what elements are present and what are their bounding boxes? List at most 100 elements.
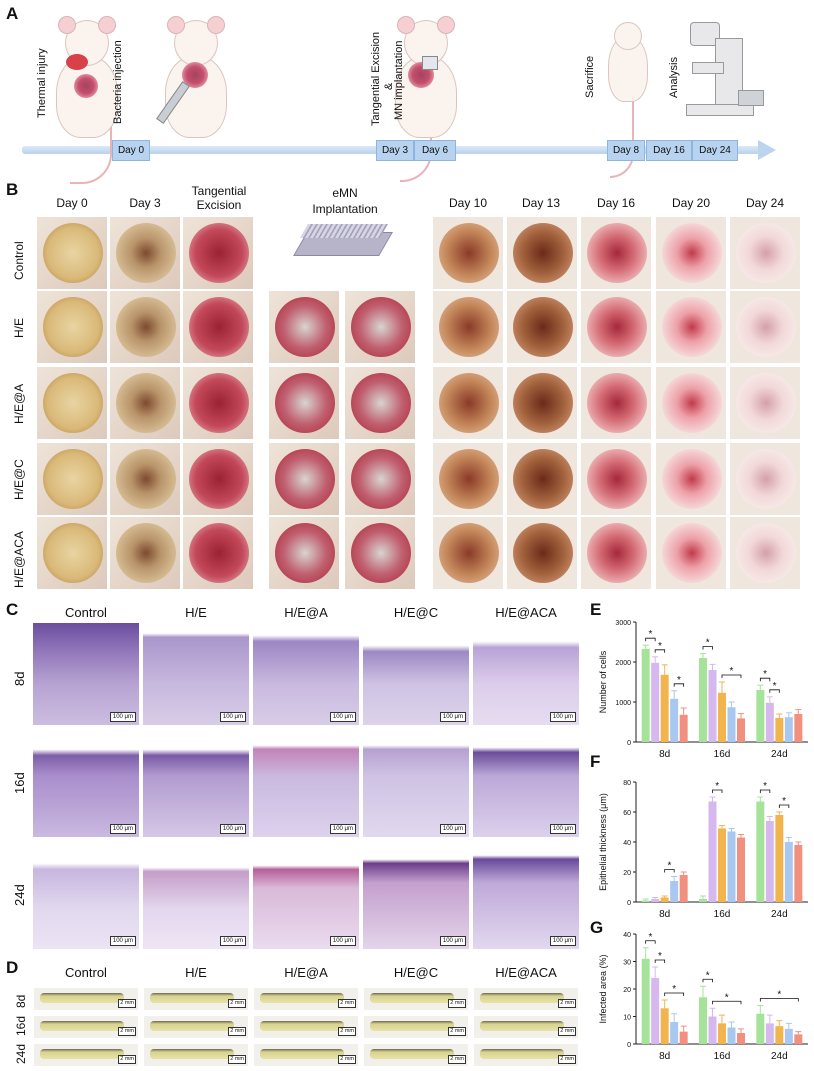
rowlabel-hea: H/E@A: [12, 383, 26, 424]
bar: [651, 899, 660, 902]
histology-image: 100 μm: [362, 846, 470, 950]
photo-emn-implanted: [344, 516, 416, 590]
colhead-excision: Excision: [196, 198, 242, 212]
panel-label-b: B: [6, 180, 19, 199]
significance-marker: *: [773, 681, 777, 692]
photo-late-day: [506, 516, 578, 590]
y-tick-label: 80: [623, 780, 631, 787]
bar: [660, 1008, 669, 1044]
c-col-hea: H/E@A: [284, 605, 328, 620]
scale-bar: 100 μm: [109, 824, 136, 834]
day-3-box: Day 3: [376, 140, 414, 161]
x-tick-label: 16d: [714, 1051, 731, 1062]
photo-day0: [36, 366, 108, 440]
photo-emn-implanted: [344, 366, 416, 440]
photo-emn-insert: [268, 290, 340, 364]
significance-bracket: [759, 789, 771, 793]
photo-late-day: [506, 216, 578, 290]
bar: [756, 690, 765, 742]
step-mn-implantation: MN implantation: [393, 40, 405, 120]
x-tick-label: 24d: [771, 749, 788, 760]
significance-marker: *: [777, 990, 781, 1001]
day-6-box: Day 6: [414, 140, 456, 161]
scale-bar: 100 μm: [439, 824, 466, 834]
day-0-box: Day 0: [112, 140, 150, 161]
c-col-heaca: H/E@ACA: [495, 605, 557, 620]
tissue-strip: 2 mm: [34, 1044, 138, 1066]
bar: [765, 821, 774, 902]
colhead-day3: Day 3: [129, 196, 161, 210]
bar: [794, 714, 803, 742]
scale-bar: 2 mm: [118, 1027, 136, 1036]
significance-marker: *: [782, 796, 786, 807]
bar: [727, 707, 736, 742]
colhead-day20: Day 20: [671, 196, 711, 210]
rowlabel-control: Control: [12, 241, 26, 280]
y-tick-label: 0: [627, 740, 631, 747]
scale-bar: 100 μm: [549, 824, 576, 834]
histology-image: 100 μm: [362, 622, 470, 726]
photo-late-day: [432, 516, 504, 590]
bar: [756, 801, 765, 902]
tissue-strip: 2 mm: [34, 1016, 138, 1038]
tissue-strip: 2 mm: [254, 1044, 358, 1066]
colhead-implantation: Implantation: [312, 202, 378, 216]
significance-bracket: [712, 789, 723, 793]
bar: [718, 1023, 726, 1044]
photo-late-day: [580, 516, 652, 590]
bar: [670, 698, 679, 742]
significance-bracket: [645, 637, 656, 642]
scale-bar: 2 mm: [228, 999, 246, 1008]
significance-marker: *: [763, 669, 767, 680]
scale-bar: 2 mm: [228, 1055, 246, 1064]
y-tick-label: 0: [627, 900, 631, 907]
panel-label-c: C: [6, 600, 19, 619]
y-tick-label: 3000: [615, 620, 631, 627]
panel-label-a: A: [6, 4, 19, 23]
tissue-strip: 2 mm: [364, 988, 468, 1010]
significance-marker: *: [730, 666, 734, 677]
significance-marker: *: [706, 638, 710, 649]
bar: [784, 717, 793, 742]
tissue-strip: 2 mm: [34, 988, 138, 1010]
bar: [765, 702, 774, 742]
photo-day0: [36, 290, 108, 364]
step-sacrifice: Sacrifice: [584, 55, 596, 98]
significance-marker: *: [667, 861, 671, 872]
scale-bar: 2 mm: [118, 999, 136, 1008]
bar: [699, 997, 707, 1044]
histology-image: 100 μm: [362, 734, 470, 838]
y-tick-label: 10: [623, 1015, 631, 1022]
photo-late-day: [729, 366, 801, 440]
colhead-day24: Day 24: [745, 196, 785, 210]
rowlabel-he: H/E: [12, 317, 26, 338]
bar: [679, 1031, 688, 1044]
histology-image: 100 μm: [472, 622, 580, 726]
x-tick-label: 8d: [659, 749, 670, 760]
photo-emn-implanted: [344, 290, 416, 364]
scale-bar: 100 μm: [109, 712, 136, 722]
significance-bracket: [664, 992, 685, 996]
d-row-24d: 24d: [14, 1043, 28, 1064]
bar: [660, 674, 669, 742]
scale-bar: 2 mm: [448, 999, 466, 1008]
rowlabel-hec: H/E@C: [12, 459, 26, 500]
chart-epithelial-thickness: 0 20 40 60 80 Epithelial thickness (μm) 8d 16d 2…: [598, 780, 808, 920]
scale-bar: 2 mm: [338, 999, 356, 1008]
tissue-strip: 2 mm: [474, 1016, 578, 1038]
bar: [699, 658, 707, 742]
bar: [679, 875, 688, 902]
scale-bar: 100 μm: [439, 936, 466, 946]
scale-bar: 2 mm: [558, 1027, 576, 1036]
y-axis-label: Infected area (%): [598, 954, 608, 1023]
photo-late-day: [655, 442, 727, 516]
significance-marker: *: [715, 781, 719, 792]
significance-marker: *: [677, 675, 681, 686]
bar: [641, 648, 650, 742]
significance-bracket: [654, 649, 666, 653]
photo-late-day: [655, 290, 727, 364]
scale-bar: 100 μm: [219, 712, 246, 722]
bar: [756, 1013, 765, 1044]
photo-late-day: [655, 366, 727, 440]
significance-marker: *: [763, 781, 767, 792]
